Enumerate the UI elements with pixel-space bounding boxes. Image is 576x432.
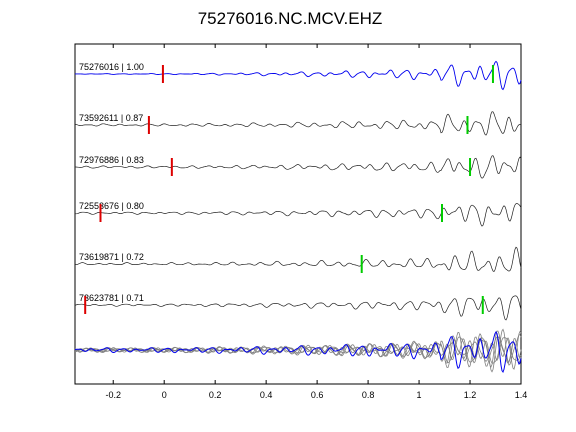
- x-tick-label: 0.2: [209, 390, 222, 400]
- x-tick-label: 1.2: [464, 390, 477, 400]
- trace-group: 75276016 | 1.00 73592611 | 0.87 72976886 |…: [74, 60, 522, 321]
- waveform-trace: [74, 203, 522, 227]
- x-tick-label: 1.4: [515, 390, 528, 400]
- x-tick-label: 0.8: [362, 390, 375, 400]
- overlay-trace: [74, 336, 522, 373]
- x-axis: -0.2 0 0.2 0.4 0.6 0.8 1 1.2 1.4: [105, 44, 527, 400]
- chart-title: 75276016.NC.MCV.EHZ: [198, 9, 383, 28]
- trace-label: 73592611 | 0.87: [79, 113, 143, 123]
- x-tick-label: 0.6: [311, 390, 324, 400]
- x-tick-label: 0.4: [260, 390, 273, 400]
- x-tick-label: 1: [417, 390, 422, 400]
- waveform-trace: [74, 295, 522, 321]
- trace-label: 73619871 | 0.72: [79, 252, 144, 262]
- trace-label: 75276016 | 1.00: [79, 62, 144, 72]
- x-tick-label: -0.2: [105, 390, 121, 400]
- waveform-trace: [75, 155, 522, 179]
- trace-label: 73623781 | 0.71: [79, 293, 144, 303]
- waveform-trace: [75, 60, 522, 91]
- overlay-primary-trace: [74, 331, 522, 374]
- x-tick-label: 0: [162, 390, 167, 400]
- plot-frame: [74, 43, 522, 385]
- trace-label: 72976886 | 0.83: [79, 155, 144, 165]
- trace-label: 72553676 | 0.80: [79, 201, 144, 211]
- overlay-group: [74, 328, 522, 374]
- waveform-trace: [75, 246, 522, 272]
